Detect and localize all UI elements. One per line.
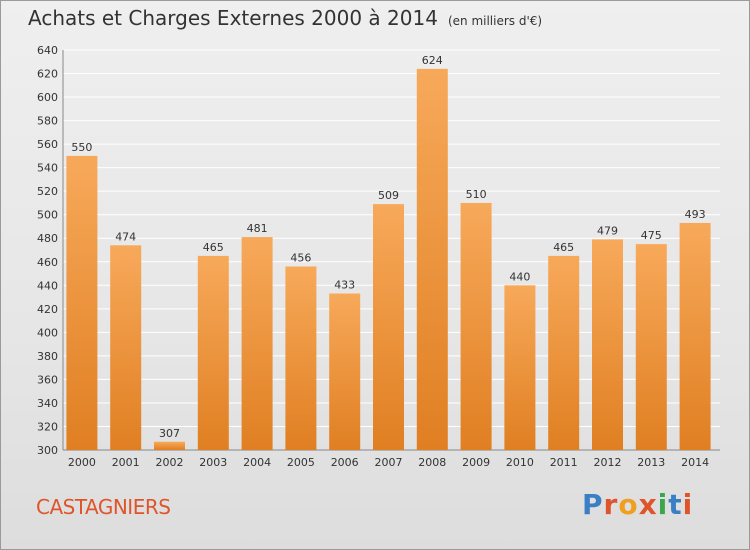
bar-2000 [66,155,98,450]
bar-2004 [241,237,273,450]
value-label: 493 [685,208,706,221]
x-tick-label: 2007 [375,456,403,469]
y-tick-label: 520 [37,185,58,198]
logo-letter: i [682,488,694,521]
logo-letter: P [582,488,604,521]
x-tick-label: 2000 [68,456,96,469]
x-tick-label: 2010 [506,456,534,469]
y-tick-label: 460 [37,256,58,269]
x-tick-label: 2014 [681,456,709,469]
y-tick-label: 380 [37,350,58,363]
value-label: 456 [290,251,311,264]
chart-subtitle: (en milliers d'€) [447,14,543,28]
y-tick-label: 340 [37,397,58,410]
value-label: 474 [115,230,136,243]
logo-letter: o [618,488,639,521]
logo-letter: i [657,488,669,521]
proxiti-logo[interactable]: Proxiti [582,488,693,521]
bar-2001 [110,245,142,450]
logo-letter: r [603,488,619,521]
value-label: 465 [203,241,224,254]
y-tick-label: 560 [37,138,58,151]
bar-2007 [373,204,404,450]
bar-2005 [285,266,317,450]
y-tick-label: 600 [37,91,58,104]
y-tick-label: 500 [37,209,58,222]
y-tick-label: 540 [37,162,58,175]
value-label: 465 [553,241,574,254]
y-tick-label: 400 [37,326,58,339]
x-tick-label: 2012 [594,456,622,469]
y-tick-label: 420 [37,303,58,316]
value-label: 550 [71,141,92,154]
value-label: 479 [597,224,618,237]
y-tick-label: 360 [37,373,58,386]
x-tick-label: 2011 [550,456,578,469]
y-tick-label: 580 [37,115,58,128]
x-tick-label: 2006 [331,456,359,469]
value-label: 509 [378,189,399,202]
bar-2011 [548,255,580,450]
x-tick-label: 2005 [287,456,315,469]
x-tick-label: 2002 [156,456,184,469]
x-tick-label: 2003 [199,456,227,469]
y-tick-label: 480 [37,232,58,245]
bar-2008 [416,68,448,450]
y-tick-label: 320 [37,420,58,433]
chart-title-text: Achats et Charges Externes 2000 à 2014 [28,6,438,30]
value-label: 475 [641,229,662,242]
bar-2013 [635,244,667,450]
x-tick-label: 2008 [418,456,446,469]
bar-2002 [154,441,185,450]
bar-2010 [504,285,536,450]
bar-2012 [592,239,623,450]
x-tick-label: 2013 [637,456,665,469]
bar-2006 [329,293,361,450]
y-tick-label: 440 [37,279,58,292]
y-tick-label: 620 [37,68,58,81]
bar-2014 [679,222,711,450]
value-label: 433 [334,279,355,292]
value-label: 624 [422,54,443,67]
value-label: 481 [247,222,268,235]
y-tick-label: 300 [37,444,58,457]
x-tick-label: 2001 [112,456,140,469]
value-label: 307 [159,427,180,440]
commune-name: CASTAGNIERS [36,495,171,519]
logo-letter: x [638,488,658,521]
x-tick-label: 2004 [243,456,271,469]
logo-letter: t [668,488,683,521]
x-tick-label: 2009 [462,456,490,469]
value-label: 510 [466,188,487,201]
bar-2009 [460,202,492,450]
y-tick-label: 640 [37,44,58,57]
bar-2003 [197,255,229,450]
chart-title: Achats et Charges Externes 2000 à 2014 (e… [28,6,542,30]
value-label: 440 [509,270,530,283]
